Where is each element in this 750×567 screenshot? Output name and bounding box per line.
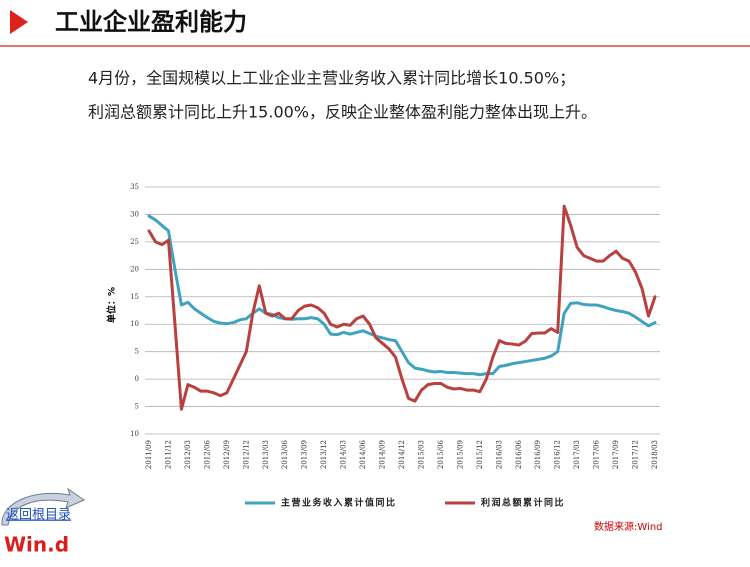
body-line: 利润总额累计同比上升15.00%，反映企业整体盈利能力整体出现上升。 <box>88 103 597 122</box>
y-tick-label: 35 <box>130 183 139 191</box>
legend-label: 主营业务收入累计值同比 <box>281 497 397 509</box>
x-tick-label: 2013/09 <box>301 440 309 469</box>
x-tick-label: 2017/12 <box>632 440 640 469</box>
y-tick-label: 10 <box>130 430 139 438</box>
source-note: 数据来源:Wind <box>594 520 663 533</box>
x-tick-label: 2011/12 <box>164 440 172 469</box>
x-tick-label: 2012/06 <box>203 439 211 469</box>
x-tick-label: 2016/06 <box>515 439 523 469</box>
x-tick-label: 2012/03 <box>184 440 192 469</box>
x-tick-label: 2016/03 <box>495 440 503 469</box>
x-tick-label: 2016/12 <box>554 440 562 469</box>
x-tick-label: 2014/12 <box>398 440 406 469</box>
x-tick-label: 2014/03 <box>340 440 348 469</box>
x-tick-label: 2013/12 <box>320 440 328 469</box>
x-tick-label: 2012/09 <box>223 440 231 469</box>
x-tick-label: 2016/09 <box>534 440 542 469</box>
body-line: 4月份，全国规模以上工业企业主营业务收入累计同比增长10.50%； <box>88 69 575 88</box>
x-tick-label: 2015/12 <box>476 440 484 469</box>
x-tick-label: 2012/12 <box>242 440 250 469</box>
x-tick-label: 2018/03 <box>651 440 659 469</box>
x-tick-label: 2014/06 <box>359 439 367 469</box>
y-axis-label: 单位：% <box>106 287 118 323</box>
y-tick-label: 10 <box>130 320 139 328</box>
slide-title: 工业企业盈利能力 <box>55 8 247 36</box>
title-marker <box>10 10 28 34</box>
y-tick-label: 5 <box>135 348 139 356</box>
series-line <box>147 204 657 411</box>
y-tick-label: 20 <box>130 265 139 273</box>
x-tick-label: 2014/09 <box>379 440 387 469</box>
x-tick-label: 2015/03 <box>417 440 425 469</box>
x-tick-label: 2017/09 <box>612 440 620 469</box>
legend-label: 利润总额累计同比 <box>480 497 565 509</box>
y-tick-label: 0 <box>135 375 139 383</box>
x-tick-label: 2015/06 <box>437 439 445 469</box>
y-tick-label: 25 <box>130 238 139 246</box>
back-link[interactable]: 返回根目录 <box>6 508 71 523</box>
x-tick-label: 2015/09 <box>456 440 464 469</box>
x-tick-label: 2011/09 <box>145 440 153 469</box>
logo: Win.d <box>4 533 69 557</box>
back-arrow[interactable] <box>1 487 86 526</box>
x-tick-label: 2013/03 <box>262 440 270 469</box>
x-tick-label: 2017/06 <box>593 439 601 469</box>
y-tick-label: 5 <box>135 403 139 411</box>
x-tick-label: 2017/03 <box>573 440 581 469</box>
y-tick-label: 15 <box>130 293 139 301</box>
x-tick-label: 2013/06 <box>281 439 289 469</box>
y-tick-label: 30 <box>130 210 139 218</box>
series-line <box>147 214 657 377</box>
